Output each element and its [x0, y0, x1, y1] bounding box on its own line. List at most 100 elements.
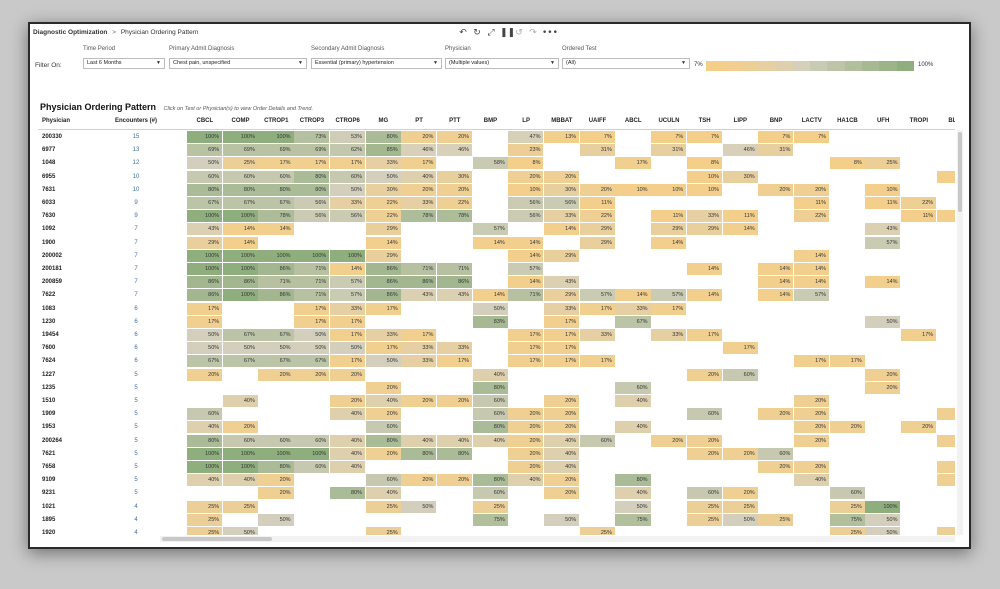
test-column-header[interactable]: HA1CB	[837, 118, 858, 124]
percent-cell[interactable]: 25%	[365, 527, 401, 535]
percent-cell[interactable]: 11%	[865, 197, 901, 209]
percent-cell[interactable]: 40%	[329, 408, 365, 421]
percent-cell[interactable]: 17%	[294, 302, 330, 315]
percent-cell[interactable]: 14%	[793, 276, 830, 289]
percent-cell[interactable]: 67%	[187, 355, 223, 368]
percent-cell[interactable]: 33%	[436, 342, 473, 355]
percent-cell[interactable]: 50%	[865, 315, 901, 328]
percent-cell[interactable]: 20%	[365, 447, 401, 460]
test-column-header[interactable]: PTT	[449, 118, 461, 124]
percent-cell[interactable]: 20%	[508, 461, 544, 473]
test-column-header[interactable]: UFH	[876, 118, 890, 124]
percent-cell[interactable]: 7%	[579, 131, 615, 143]
percent-cell[interactable]: 62%	[329, 144, 365, 157]
percent-cell[interactable]: 20%	[865, 381, 901, 394]
breadcrumb-root[interactable]: Diagnostic Optimization	[33, 29, 108, 36]
percent-cell[interactable]: 67%	[258, 197, 294, 209]
percent-cell[interactable]: 25%	[187, 513, 223, 526]
percent-cell[interactable]: 10%	[686, 183, 722, 196]
percent-cell[interactable]: 8%	[508, 157, 544, 170]
redo-icon[interactable]: ↷	[529, 28, 537, 38]
percent-cell[interactable]: 23%	[508, 144, 544, 157]
percent-cell[interactable]: 17%	[329, 329, 365, 341]
percent-cell[interactable]: 100%	[258, 131, 294, 143]
percent-cell[interactable]: 14%	[865, 276, 901, 289]
percent-cell[interactable]: 11%	[936, 210, 955, 223]
percent-cell[interactable]: 20%	[722, 447, 758, 460]
percent-cell[interactable]: 67%	[258, 329, 294, 341]
percent-cell[interactable]: 17%	[544, 315, 580, 328]
percent-cell[interactable]: 17%	[329, 315, 365, 328]
percent-cell[interactable]: 80%	[401, 447, 437, 460]
percent-cell[interactable]: 100%	[187, 210, 223, 223]
percent-cell[interactable]: 33%	[651, 329, 687, 341]
percent-cell[interactable]: 29%	[365, 249, 401, 262]
refresh-icon[interactable]: ↻	[473, 28, 481, 38]
percent-cell[interactable]: 20%	[401, 474, 437, 487]
percent-cell[interactable]: 17%	[615, 157, 651, 170]
percent-cell[interactable]: 25%	[222, 157, 258, 170]
percent-cell[interactable]: 20%	[686, 434, 722, 447]
percent-cell[interactable]: 20%	[329, 395, 365, 407]
percent-cell[interactable]: 14%	[472, 289, 508, 302]
percent-cell[interactable]: 25%	[187, 527, 223, 535]
percent-cell[interactable]: 67%	[258, 355, 294, 368]
percent-cell[interactable]: 40%	[329, 434, 365, 447]
percent-cell[interactable]: 43%	[436, 289, 473, 302]
percent-cell[interactable]: 14%	[472, 236, 508, 249]
percent-cell[interactable]: 31%	[758, 144, 794, 157]
percent-cell[interactable]: 25%	[686, 513, 722, 526]
percent-cell[interactable]: 60%	[365, 421, 401, 434]
physician-id[interactable]: 1230	[42, 318, 56, 325]
scrollbar-thumb[interactable]	[162, 537, 272, 541]
test-column-header[interactable]: MG	[378, 118, 389, 124]
percent-cell[interactable]: 40%	[365, 487, 401, 500]
percent-cell[interactable]: 100%	[329, 249, 365, 262]
percent-cell[interactable]: 60%	[472, 395, 508, 407]
percent-cell[interactable]: 69%	[258, 144, 294, 157]
percent-cell[interactable]: 71%	[258, 276, 294, 289]
percent-cell[interactable]: 33%	[544, 302, 580, 315]
percent-cell[interactable]: 25%	[865, 157, 901, 170]
percent-cell[interactable]: 17%	[187, 315, 223, 328]
percent-cell[interactable]: 57%	[793, 289, 830, 302]
percent-cell[interactable]: 86%	[436, 276, 473, 289]
percent-cell[interactable]: 100%	[222, 131, 258, 143]
percent-cell[interactable]: 8%	[829, 157, 865, 170]
physician-id[interactable]: 1895	[42, 516, 56, 523]
physician-id[interactable]: 9109	[42, 477, 56, 484]
percent-cell[interactable]: 56%	[294, 197, 330, 209]
percent-cell[interactable]: 20%	[401, 395, 437, 407]
percent-cell[interactable]: 50%	[615, 500, 651, 513]
percent-cell[interactable]: 20%	[936, 434, 955, 447]
percent-cell[interactable]: 50%	[365, 170, 401, 183]
percent-cell[interactable]: 11%	[901, 210, 937, 223]
percent-cell[interactable]: 11%	[793, 197, 830, 209]
percent-cell[interactable]: 20%	[365, 381, 401, 394]
percent-cell[interactable]: 20%	[508, 170, 544, 183]
physician-select[interactable]: (Multiple values) ▼	[445, 58, 559, 69]
percent-cell[interactable]: 31%	[579, 144, 615, 157]
percent-cell[interactable]: 67%	[294, 355, 330, 368]
percent-cell[interactable]: 20%	[436, 131, 473, 143]
percent-cell[interactable]: 17%	[544, 329, 580, 341]
percent-cell[interactable]: 20%	[544, 474, 580, 487]
test-column-header[interactable]: LIPP	[733, 118, 748, 124]
percent-cell[interactable]: 25%	[758, 513, 794, 526]
percent-cell[interactable]: 78%	[258, 210, 294, 223]
physician-id[interactable]: 9231	[42, 490, 56, 497]
percent-cell[interactable]: 50%	[222, 527, 258, 535]
percent-cell[interactable]: 57%	[865, 236, 901, 249]
percent-cell[interactable]: 20%	[793, 408, 830, 421]
percent-cell[interactable]: 10%	[686, 170, 722, 183]
percent-cell[interactable]: 25%	[936, 527, 955, 535]
percent-cell[interactable]: 17%	[579, 355, 615, 368]
percent-cell[interactable]: 100%	[222, 289, 258, 302]
percent-cell[interactable]: 86%	[365, 263, 401, 275]
physician-id[interactable]: 200859	[42, 279, 63, 286]
physician-id[interactable]: 1048	[42, 160, 56, 167]
percent-cell[interactable]: 25%	[829, 500, 865, 513]
percent-cell[interactable]: 60%	[686, 487, 722, 500]
percent-cell[interactable]: 60%	[686, 408, 722, 421]
pause-icon[interactable]: ❚❚	[500, 28, 516, 38]
